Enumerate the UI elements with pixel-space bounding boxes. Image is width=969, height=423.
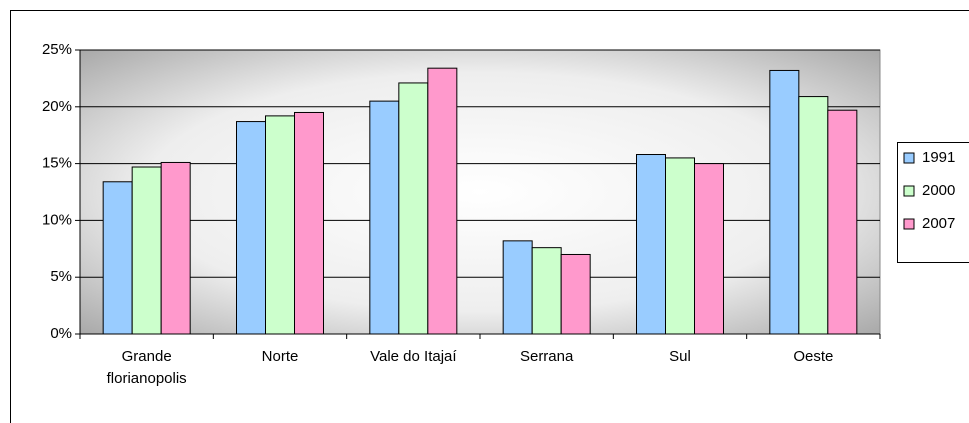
bar — [398, 82, 429, 335]
legend-swatch — [903, 218, 915, 230]
bar — [560, 253, 591, 335]
bar — [665, 157, 695, 335]
x-tick-label: Norte — [261, 348, 299, 365]
y-tick-label: 10% — [42, 211, 72, 228]
bar — [827, 109, 858, 335]
bar — [502, 240, 533, 335]
legend-swatch — [903, 152, 915, 164]
bar — [102, 181, 133, 335]
y-tick-label: 15% — [42, 155, 72, 172]
legend-label: 1991 — [922, 149, 955, 166]
bar — [531, 247, 562, 335]
bar — [294, 111, 324, 335]
bar — [427, 67, 458, 335]
x-tick-label: Oeste — [793, 348, 834, 365]
bar — [369, 100, 400, 335]
legend-label: 2007 — [922, 215, 955, 232]
legend-swatch — [903, 185, 915, 197]
y-tick-label: 20% — [42, 98, 72, 115]
bar — [636, 154, 666, 335]
bar — [798, 96, 829, 335]
x-tick-label: Vale do Itajaí — [370, 348, 457, 365]
plot-area — [79, 49, 881, 335]
x-tick-label: Sul — [669, 348, 691, 365]
bar — [131, 166, 162, 335]
y-tick-label: 25% — [42, 41, 72, 58]
bar — [160, 161, 191, 335]
bar — [265, 115, 295, 335]
x-tick-label: Grande florianopolis — [106, 348, 187, 387]
y-tick-label: 5% — [50, 268, 72, 285]
y-tick-label: 0% — [50, 325, 72, 342]
x-tick-label: Serrana — [519, 348, 574, 365]
bar — [236, 121, 266, 335]
bar — [769, 69, 800, 335]
bar — [694, 163, 724, 335]
legend-label: 2000 — [922, 182, 955, 199]
